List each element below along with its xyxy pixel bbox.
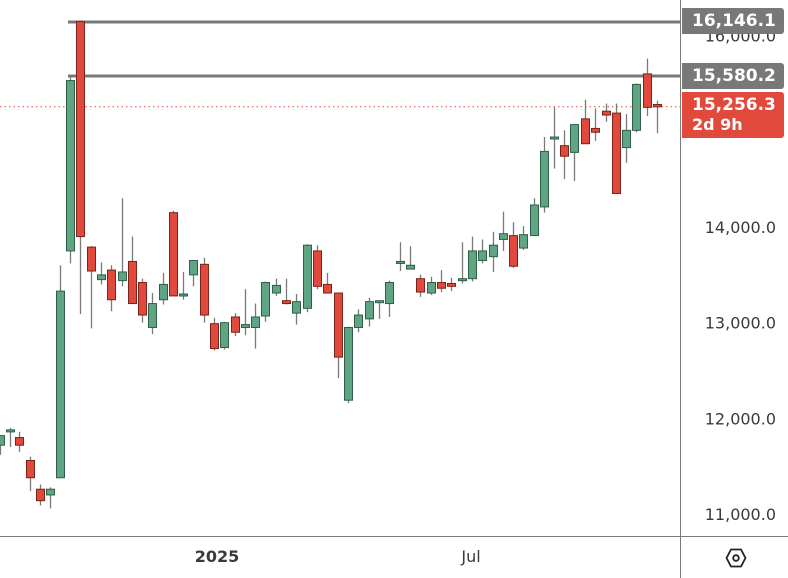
candle[interactable] <box>458 242 467 284</box>
price-axis[interactable]: 16,000.0 14,000.0 13,000.0 12,000.0 11,000.0… <box>680 0 788 536</box>
time-label-jul: Jul <box>461 547 481 566</box>
candle[interactable] <box>128 236 137 305</box>
y-tick-label: 14,000.0 <box>705 218 776 237</box>
candle[interactable] <box>210 317 219 351</box>
y-tick-label: 11,000.0 <box>705 505 776 524</box>
candle[interactable] <box>313 245 322 290</box>
candle[interactable] <box>396 242 405 272</box>
candle[interactable] <box>220 321 229 350</box>
axis-corner <box>680 536 788 578</box>
candle[interactable] <box>385 280 394 317</box>
candle[interactable] <box>189 259 198 287</box>
candle[interactable] <box>344 326 353 404</box>
candle[interactable] <box>354 309 363 333</box>
candle[interactable] <box>200 257 209 323</box>
candle[interactable] <box>66 76 75 264</box>
candle[interactable] <box>292 293 301 325</box>
candle[interactable] <box>179 271 188 300</box>
candle[interactable] <box>118 198 127 287</box>
hexagon-settings-icon <box>725 548 747 568</box>
time-label-2025: 2025 <box>194 547 240 566</box>
candle[interactable] <box>581 99 590 145</box>
candle[interactable] <box>107 265 116 312</box>
candle[interactable] <box>251 303 260 349</box>
candle[interactable] <box>478 239 487 264</box>
badge-label: 15,580.2 <box>692 66 776 86</box>
last-price-label: 15,256.3 <box>692 95 776 115</box>
candle[interactable] <box>159 272 168 305</box>
line-price-badge-mid: 15,580.2 <box>682 63 784 89</box>
chart-settings-button[interactable] <box>725 547 747 569</box>
candle[interactable] <box>231 313 240 337</box>
candle[interactable] <box>643 58 652 116</box>
candle[interactable] <box>406 246 415 270</box>
price-axis-labels: 16,000.014,000.013,000.012,000.011,000.0 <box>705 27 776 524</box>
candle[interactable] <box>56 265 65 479</box>
candle[interactable] <box>241 289 250 336</box>
candle[interactable] <box>334 292 343 379</box>
candle[interactable] <box>519 226 528 250</box>
candle[interactable] <box>560 130 569 180</box>
last-price-badge: 15,256.3 2d 9h <box>682 92 784 138</box>
candle[interactable] <box>46 487 55 509</box>
candle[interactable] <box>489 231 498 272</box>
candle[interactable] <box>365 297 374 327</box>
candle[interactable] <box>261 281 270 322</box>
line-price-badge-high: 16,146.1 <box>682 8 784 34</box>
time-axis[interactable]: 2025 Jul <box>0 536 680 578</box>
bar-countdown: 2d 9h <box>692 115 743 134</box>
plot-area[interactable] <box>0 0 680 536</box>
candle[interactable] <box>272 278 281 296</box>
candle[interactable] <box>509 222 518 269</box>
candle[interactable] <box>602 103 611 122</box>
candle[interactable] <box>36 484 45 506</box>
candle[interactable] <box>468 236 477 282</box>
candle[interactable] <box>282 278 291 305</box>
candle[interactable] <box>653 100 662 134</box>
price-plot[interactable] <box>0 0 680 536</box>
candle[interactable] <box>540 137 549 213</box>
candle[interactable] <box>447 277 456 292</box>
candle[interactable] <box>138 278 147 323</box>
candle[interactable] <box>15 431 24 452</box>
badge-label: 16,146.1 <box>692 11 776 31</box>
candle[interactable] <box>6 427 15 448</box>
candle[interactable] <box>0 435 5 455</box>
candle[interactable] <box>530 198 539 237</box>
candle[interactable] <box>87 246 96 329</box>
candle[interactable] <box>622 114 631 163</box>
candle[interactable] <box>169 210 178 297</box>
candle[interactable] <box>499 211 508 251</box>
candle[interactable] <box>437 270 446 293</box>
candle[interactable] <box>323 272 332 294</box>
candle[interactable] <box>612 103 621 195</box>
y-tick-label: 12,000.0 <box>705 409 776 428</box>
candle[interactable] <box>303 244 312 313</box>
candle[interactable] <box>550 107 559 169</box>
candle[interactable] <box>632 83 641 133</box>
candle[interactable] <box>416 274 425 297</box>
y-tick-label: 13,000.0 <box>705 314 776 333</box>
candle[interactable] <box>26 456 35 492</box>
candle[interactable] <box>375 300 384 319</box>
candle[interactable] <box>570 124 579 182</box>
candle[interactable] <box>148 293 157 335</box>
candle[interactable] <box>76 21 85 315</box>
candle[interactable] <box>591 108 600 141</box>
candle[interactable] <box>97 262 106 285</box>
candle[interactable] <box>427 276 436 295</box>
